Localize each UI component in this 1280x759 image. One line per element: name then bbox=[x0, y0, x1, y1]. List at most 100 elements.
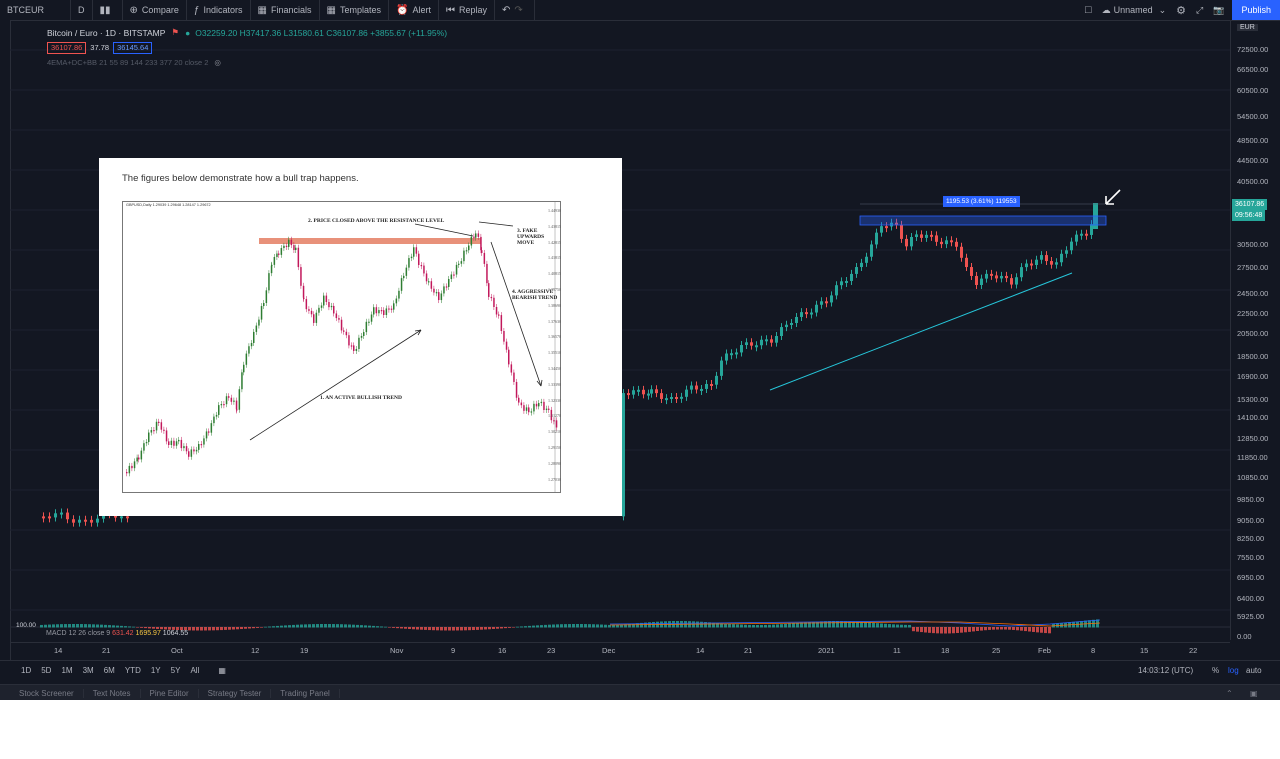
date-range-icon[interactable]: ▦ bbox=[218, 665, 226, 675]
mini-candle bbox=[318, 307, 320, 313]
tab-strategy-tester[interactable]: Strategy Tester bbox=[199, 688, 272, 698]
alert-button[interactable]: ⏰ Alert bbox=[389, 0, 439, 20]
price-label: 5925.00 bbox=[1237, 612, 1265, 621]
mini-candle bbox=[290, 239, 293, 246]
tab-text-notes[interactable]: Text Notes bbox=[84, 688, 141, 698]
range-5y[interactable]: 5Y bbox=[170, 665, 181, 675]
legend-change: +3855.67 (+11.95%) bbox=[370, 27, 448, 38]
mini-candle bbox=[208, 431, 210, 433]
indicator-legend[interactable]: 4EMA+DC+BB 21 55 89 144 233 377 20 close… bbox=[47, 58, 209, 67]
range-5d[interactable]: 5D bbox=[41, 665, 52, 675]
macd-bar bbox=[100, 624, 103, 628]
camera-icon[interactable]: 📷 bbox=[1213, 4, 1225, 15]
replay-button[interactable]: ⏮ Replay bbox=[439, 0, 495, 20]
price-axis[interactable]: EUR 72500.00 66500.00 60500.00 54500.00 4850… bbox=[1230, 20, 1280, 641]
candle-body bbox=[96, 518, 99, 523]
time-label: 22 bbox=[1189, 646, 1198, 655]
macd-bar bbox=[712, 622, 715, 628]
macd-bar bbox=[760, 624, 763, 628]
range-1d[interactable]: 1D bbox=[21, 665, 32, 675]
indicators-button[interactable]: ƒ Indicators bbox=[187, 0, 251, 20]
price-label: 14100.00 bbox=[1237, 413, 1269, 422]
annotation-fake-move-1: 3. FAKE bbox=[517, 228, 538, 234]
clock-readout[interactable]: 14:03:12 (UTC) bbox=[1138, 665, 1194, 675]
macd-bar bbox=[932, 627, 935, 634]
mini-candle bbox=[470, 236, 473, 246]
bearish-arrow bbox=[490, 241, 542, 387]
undo-icon: ↶ bbox=[501, 4, 511, 16]
macd-legend[interactable]: MACD 12 26 close 9 631.42 1695.97 1064.5… bbox=[46, 630, 188, 637]
candle-body bbox=[1030, 263, 1033, 266]
macd-bar bbox=[140, 627, 143, 628]
macd-bar bbox=[764, 624, 767, 628]
mini-candle bbox=[548, 408, 550, 410]
buy-price-box[interactable]: 36145.64 bbox=[113, 41, 153, 54]
macd-value-2: 1695.97 bbox=[135, 630, 161, 637]
range-1y[interactable]: 1Y bbox=[150, 665, 161, 675]
mini-candle bbox=[170, 440, 173, 446]
tab-trading-panel[interactable]: Trading Panel bbox=[271, 688, 340, 698]
interval-button[interactable]: D bbox=[71, 0, 93, 20]
macd-bar bbox=[864, 622, 867, 628]
time-label: Nov bbox=[390, 646, 404, 655]
macd-bar bbox=[1048, 627, 1051, 634]
macd-bar bbox=[308, 624, 311, 628]
mini-candle bbox=[523, 405, 525, 411]
range-all[interactable]: All bbox=[190, 665, 200, 675]
templates-button[interactable]: ▦ Templates bbox=[320, 0, 389, 20]
candle-body bbox=[950, 240, 953, 243]
gear-icon[interactable]: ⚙ bbox=[1176, 4, 1187, 17]
log-toggle[interactable]: log bbox=[1228, 665, 1239, 675]
drawing-toolbar[interactable] bbox=[0, 20, 11, 660]
chevron-down-icon[interactable]: ⌄ bbox=[1158, 4, 1167, 15]
candle-body bbox=[66, 512, 69, 520]
undo-button[interactable]: ↶ ↷ bbox=[495, 0, 535, 20]
financials-button[interactable]: ▦ Financials bbox=[251, 0, 320, 20]
macd-bar bbox=[436, 627, 439, 631]
candle-body bbox=[960, 246, 963, 258]
candle-body bbox=[965, 257, 968, 268]
macd-bar bbox=[300, 624, 303, 628]
mini-candle bbox=[373, 307, 375, 315]
publish-button[interactable]: Publish bbox=[1232, 0, 1280, 20]
eye-hidden-icon[interactable]: ◎ bbox=[214, 58, 221, 67]
tab-pine-editor[interactable]: Pine Editor bbox=[141, 688, 199, 698]
fullscreen-square-icon[interactable]: □ bbox=[1084, 4, 1092, 16]
collapse-chevron-icon[interactable]: ⌃ bbox=[1226, 688, 1233, 698]
expand-icon[interactable]: ⤢ bbox=[1196, 4, 1204, 15]
mini-candle bbox=[218, 405, 220, 415]
closed-above-arrow bbox=[414, 223, 474, 237]
mini-candle bbox=[555, 420, 558, 428]
macd-bar bbox=[248, 627, 251, 629]
symbol-title[interactable]: Bitcoin / Euro bbox=[47, 27, 98, 38]
layout-name[interactable]: Unnamed bbox=[1113, 5, 1153, 15]
mini-candle bbox=[500, 315, 503, 332]
maximize-panel-icon[interactable]: ▣ bbox=[1250, 688, 1258, 698]
time-axis[interactable]: 14 21 Oct 12 19 Nov 9 16 23 Dec 14 21 2021 11 18 25 Feb 8… bbox=[10, 642, 1230, 659]
mini-candle bbox=[155, 421, 158, 431]
macd-bar bbox=[228, 627, 231, 630]
currency-badge[interactable]: EUR bbox=[1237, 24, 1258, 31]
mini-candle bbox=[230, 397, 233, 402]
range-1m[interactable]: 1M bbox=[61, 665, 73, 675]
percent-toggle[interactable]: % bbox=[1212, 665, 1220, 675]
range-6m[interactable]: 6M bbox=[103, 665, 115, 675]
macd-bar bbox=[736, 624, 739, 628]
symbol-search[interactable]: BTCEUR bbox=[0, 0, 71, 20]
auto-toggle[interactable]: auto bbox=[1246, 665, 1262, 675]
compare-button[interactable]: ⊕ Compare bbox=[123, 0, 187, 20]
candle-body bbox=[1045, 255, 1048, 262]
tab-stock-screener[interactable]: Stock Screener bbox=[10, 688, 84, 698]
macd-bar bbox=[568, 624, 571, 628]
sell-price-box[interactable]: 36107.86 bbox=[47, 41, 87, 54]
candle-body bbox=[745, 342, 748, 346]
chart-style-button[interactable]: ▮▮ bbox=[93, 0, 123, 20]
macd-bar bbox=[112, 625, 115, 628]
range-3m[interactable]: 3M bbox=[82, 665, 94, 675]
candle-body bbox=[78, 519, 81, 523]
candle-body bbox=[835, 285, 838, 296]
range-ytd[interactable]: YTD bbox=[124, 665, 141, 675]
mini-candle bbox=[183, 446, 185, 449]
macd-bar bbox=[784, 623, 787, 628]
candle-body bbox=[1000, 275, 1003, 279]
